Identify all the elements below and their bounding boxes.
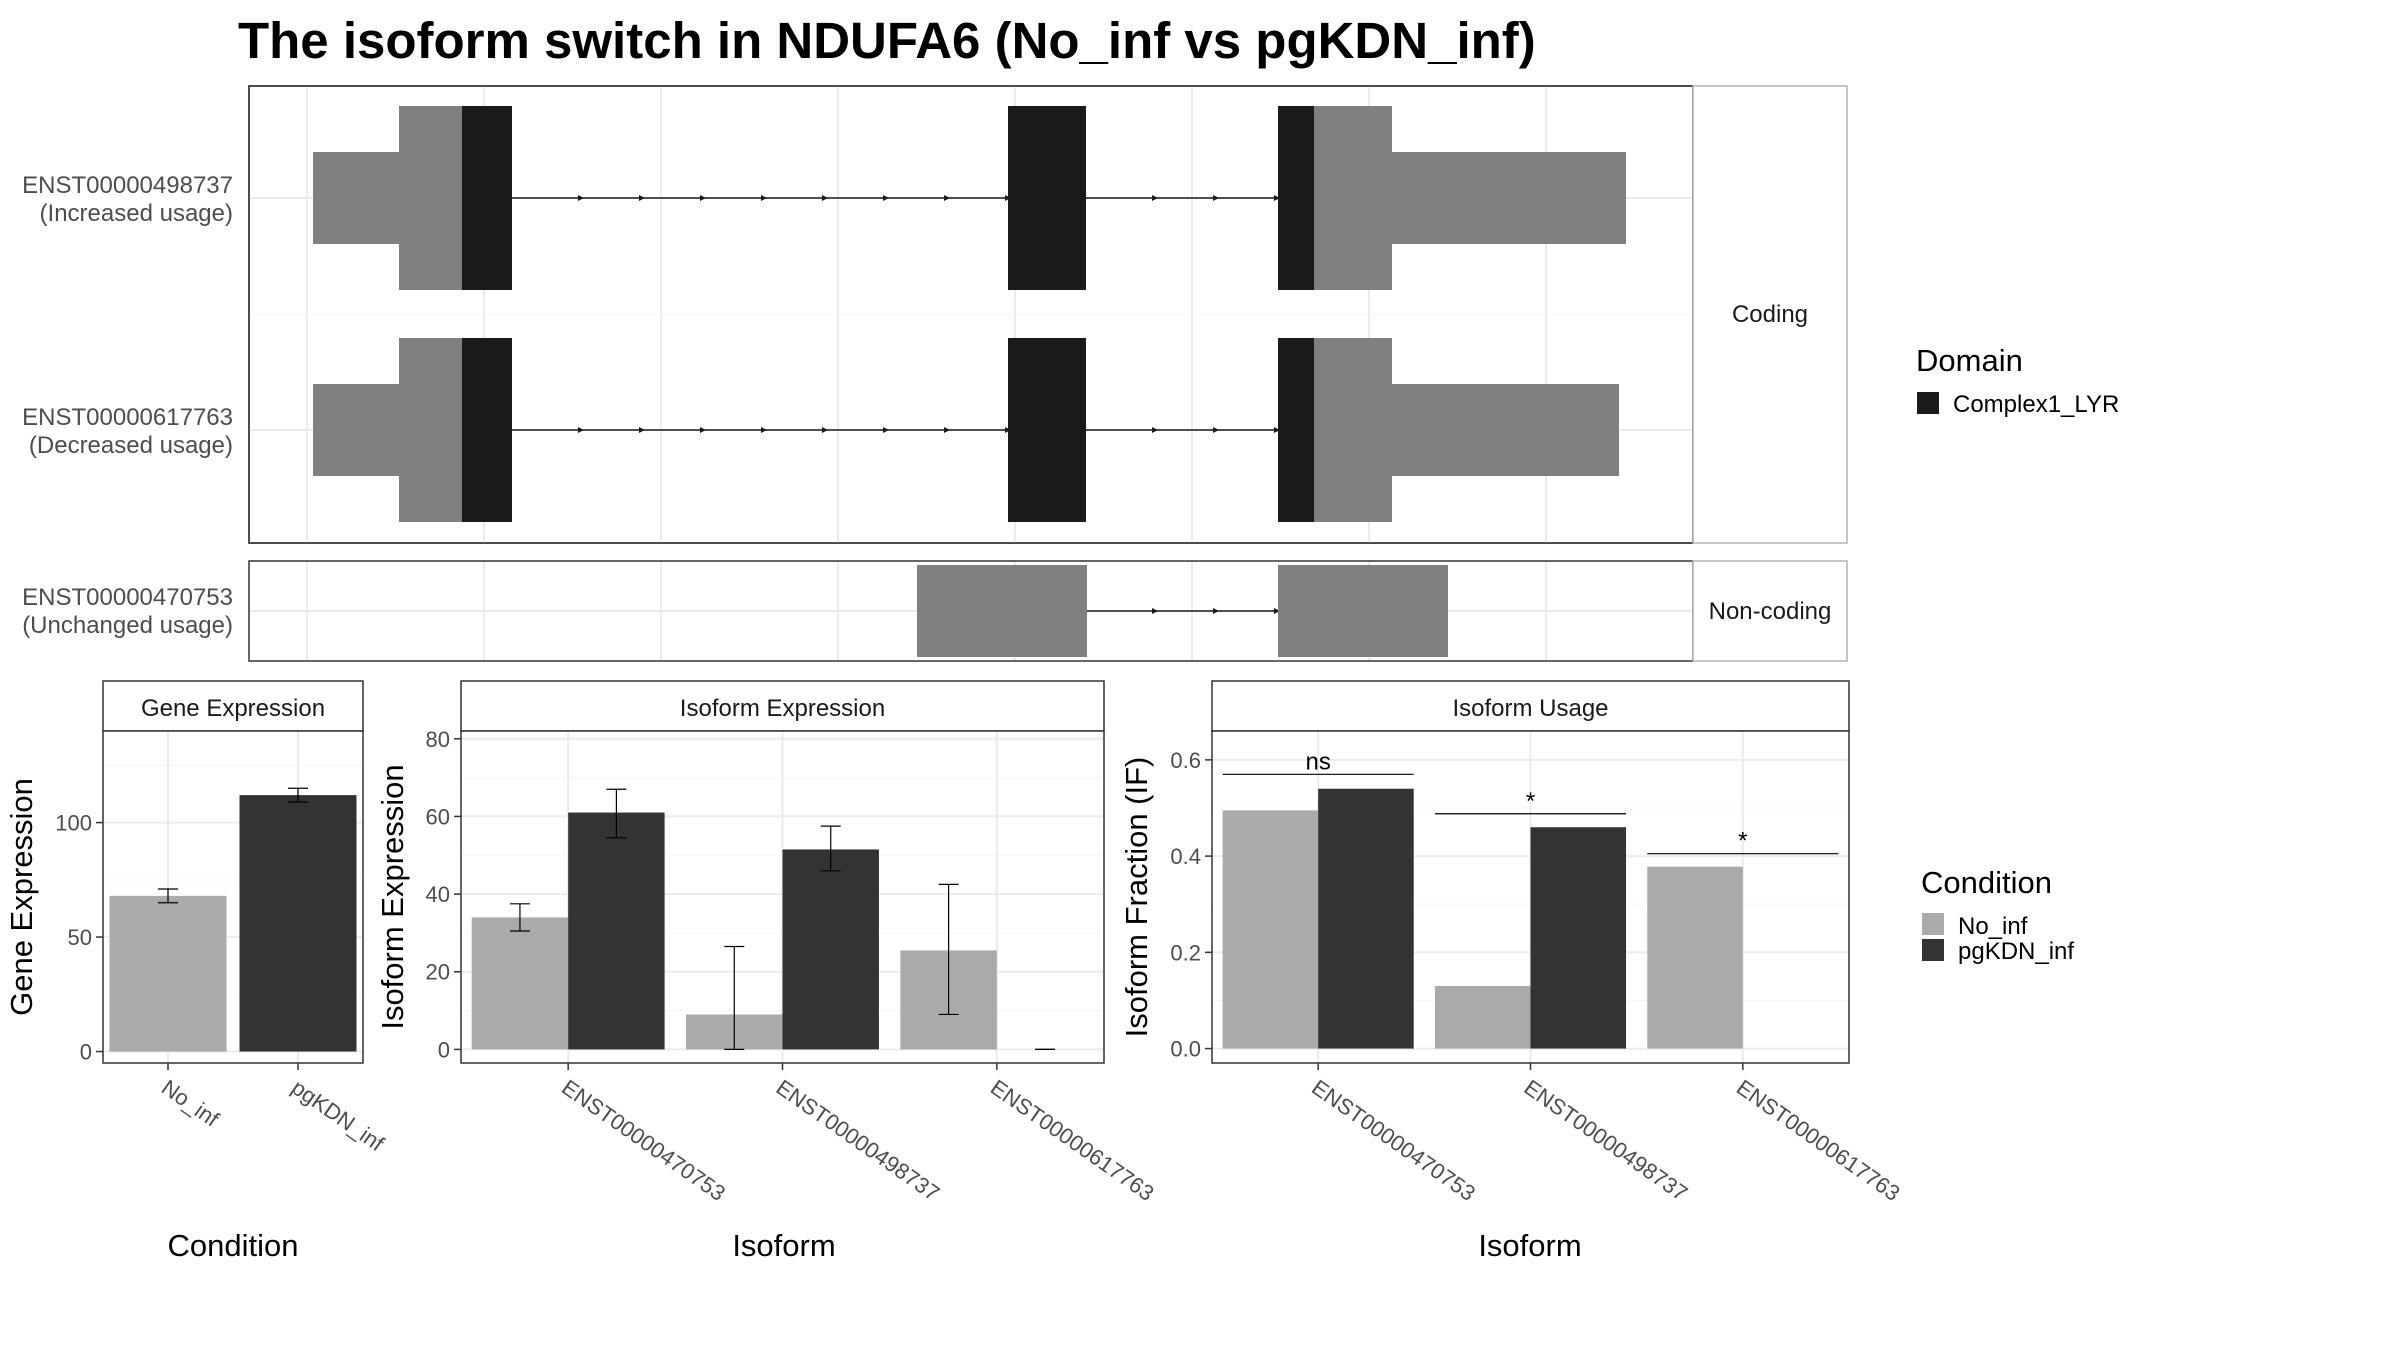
noncoding-facet-panel: Non-coding xyxy=(248,560,1848,662)
domain-exon-complex1-lyr xyxy=(462,338,512,522)
bar-no-inf xyxy=(1222,810,1319,1049)
condition-legend-title: Condition xyxy=(1921,865,2052,900)
isoform-expression-chart: Isoform Expression 0 20 40 60 80 ENST000004707… xyxy=(375,680,1159,1263)
y-tick-label: 20 xyxy=(426,960,450,985)
domain-exon-complex1-lyr xyxy=(1278,106,1315,290)
domain-legend-title: Domain xyxy=(1916,343,2023,378)
legend-swatch-pgkdn-inf xyxy=(1922,939,1944,961)
utr-exon xyxy=(1391,384,1619,476)
domain-legend-swatch xyxy=(1917,392,1939,414)
intron-direction-arrows xyxy=(578,427,1280,433)
isoform-structure-enst00000498737 xyxy=(313,106,1626,290)
isoform-structure-enst00000470753 xyxy=(917,565,1448,657)
significance-label: ns xyxy=(1305,748,1330,775)
bar-pgkdn-inf xyxy=(782,849,879,1050)
utr-exon xyxy=(313,152,400,244)
domain-exon-complex1-lyr xyxy=(1278,338,1315,522)
bar-pgkdn-inf xyxy=(1318,788,1414,1049)
y-tick-label: 40 xyxy=(426,882,450,907)
bar-no-inf xyxy=(109,895,227,1052)
x-axis-title: Condition xyxy=(168,1228,299,1263)
bar-no-inf xyxy=(471,917,569,1050)
x-axis-title: Isoform xyxy=(1478,1228,1581,1263)
y-tick-label: 0.4 xyxy=(1170,844,1201,869)
bar-no-inf xyxy=(1434,986,1531,1049)
coding-facet-panel: Coding xyxy=(248,85,1848,544)
legend-label-no-inf: No_inf xyxy=(1958,913,2028,940)
coding-facet-strip xyxy=(1692,85,1848,544)
utr-exon xyxy=(1314,106,1392,290)
isoform-label-id: ENST00000498737 xyxy=(22,172,233,199)
x-tick-label: ENST00000498737 xyxy=(772,1075,945,1206)
noncoding-facet-strip xyxy=(1692,560,1848,662)
isoform-label-usage: (Unchanged usage) xyxy=(22,612,233,639)
intron-direction-arrows xyxy=(578,195,1280,201)
y-tick-label: 50 xyxy=(68,925,92,950)
y-axis-title: Isoform Fraction (IF) xyxy=(1119,757,1154,1038)
gene-expression-chart: Gene Expression 0 50 100 No_inf pgKDN_inf Cond… xyxy=(4,680,389,1263)
panel-strip-title: Isoform Usage xyxy=(1452,695,1608,722)
y-tick-label: 0 xyxy=(438,1037,450,1062)
bar-pgkdn-inf xyxy=(1530,827,1627,1049)
legend-swatch-no-inf xyxy=(1922,913,1944,935)
isoform-label-id: ENST00000470753 xyxy=(22,584,233,611)
bar-pgkdn-inf xyxy=(239,795,357,1052)
intron-direction-arrows xyxy=(1152,608,1280,614)
y-tick-label: 60 xyxy=(426,804,450,829)
domain-exon-complex1-lyr xyxy=(462,106,512,290)
y-axis-title: Isoform Expression xyxy=(375,764,410,1029)
panel-strip xyxy=(1211,680,1850,732)
domain-legend-label: Complex1_LYR xyxy=(1953,391,2119,418)
panel-strip xyxy=(460,680,1105,732)
y-tick-label: 0 xyxy=(80,1040,92,1065)
x-tick-label: ENST00000498737 xyxy=(1520,1075,1693,1206)
x-tick-label: ENST00000470753 xyxy=(1307,1075,1480,1206)
panel-border xyxy=(102,730,364,1064)
domain-exon-complex1-lyr xyxy=(1008,106,1086,290)
utr-exon xyxy=(399,106,463,290)
isoform-label-usage: (Decreased usage) xyxy=(29,432,233,459)
y-tick-label: 0.0 xyxy=(1170,1037,1201,1062)
domain-exon-complex1-lyr xyxy=(1008,338,1086,522)
y-tick-label: 80 xyxy=(426,727,450,752)
x-tick-label: ENST00000617763 xyxy=(986,1075,1159,1206)
x-tick-label: pgKDN_inf xyxy=(287,1075,389,1157)
panel-strip xyxy=(102,680,364,732)
bar-pgkdn-inf xyxy=(568,812,665,1050)
significance-label: * xyxy=(1526,788,1535,815)
bar-no-inf xyxy=(1647,866,1743,1049)
coding-facet-label: Coding xyxy=(1732,301,1808,328)
significance-label: * xyxy=(1738,828,1747,855)
isoform-usage-chart: Isoform Usage 0.0 0.2 0.4 0.6 ns * * ENST0000047… xyxy=(1119,680,1905,1263)
isoform-label-id: ENST00000617763 xyxy=(22,404,233,431)
figure-title: The isoform switch in NDUFA6 (No_inf vs … xyxy=(238,12,1536,69)
panel-strip-title: Isoform Expression xyxy=(680,695,885,722)
noncoding-exon xyxy=(917,565,1087,657)
condition-legend: Condition No_inf pgKDN_inf xyxy=(1921,865,2074,965)
domain-legend: Domain Complex1_LYR xyxy=(1916,343,2119,418)
legend-label-pgkdn-inf: pgKDN_inf xyxy=(1958,938,2074,965)
utr-exon xyxy=(399,338,463,522)
y-axis-title: Gene Expression xyxy=(4,778,39,1016)
utr-exon xyxy=(1314,338,1392,522)
isoform-structure-enst00000617763 xyxy=(313,338,1619,522)
y-tick-label: 100 xyxy=(55,811,92,836)
noncoding-exon xyxy=(1278,565,1448,657)
y-tick-label: 0.2 xyxy=(1170,940,1201,965)
isoform-labels: ENST00000498737 (Increased usage) ENST00… xyxy=(22,172,233,639)
utr-exon xyxy=(1391,152,1626,244)
noncoding-facet-label: Non-coding xyxy=(1709,598,1832,625)
x-axis-title: Isoform xyxy=(732,1228,835,1263)
utr-exon xyxy=(313,384,400,476)
x-tick-label: ENST00000617763 xyxy=(1732,1075,1905,1206)
panel-strip-title: Gene Expression xyxy=(141,695,325,722)
x-tick-label: ENST00000470753 xyxy=(557,1075,730,1206)
y-tick-label: 0.6 xyxy=(1170,748,1201,773)
isoform-label-usage: (Increased usage) xyxy=(40,200,233,227)
x-tick-label: No_inf xyxy=(157,1075,224,1132)
